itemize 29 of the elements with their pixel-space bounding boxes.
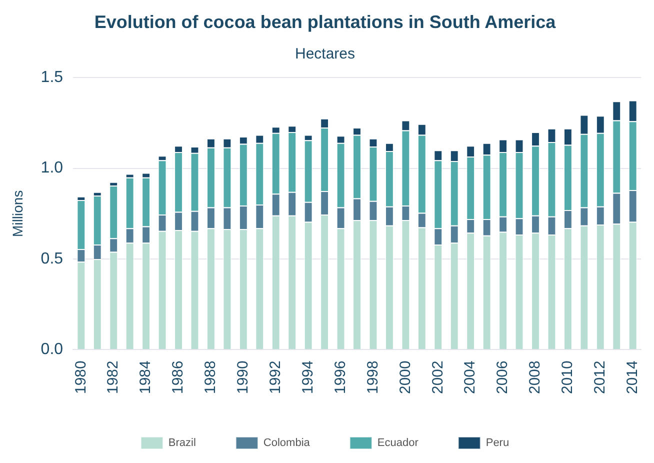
x-tick-label: 1986 <box>170 360 187 394</box>
chart-subtitle: Hectares <box>294 46 356 63</box>
chart-title: Evolution of cocoa bean plantations in South America <box>94 12 557 32</box>
x-tick-label: 2010 <box>559 360 576 394</box>
x-tick-label: 1990 <box>234 360 252 394</box>
x-tick-label: 2014 <box>624 360 641 394</box>
x-tick-label: 1982 <box>104 360 122 394</box>
x-tick-label: 1998 <box>364 360 382 394</box>
legend-label: Ecuador <box>377 437 419 450</box>
legend-label: Peru <box>486 437 510 450</box>
y-tick-label: 1.5 <box>40 69 64 86</box>
legend-label: Colombia <box>263 437 311 450</box>
x-tick-label: 2006 <box>494 360 512 394</box>
x-tick-label: 1988 <box>202 360 220 394</box>
y-axis-title: Millions <box>9 190 26 237</box>
x-tick-label: 1994 <box>299 360 316 394</box>
y-tick-label: 1.0 <box>40 160 64 177</box>
x-tick-label: 1984 <box>137 360 154 394</box>
x-tick-label: 2002 <box>429 360 446 394</box>
x-tick-label: 2008 <box>526 360 544 394</box>
x-tick-label: 1996 <box>332 360 349 394</box>
x-tick-label: 2004 <box>462 360 479 394</box>
legend-label: Brazil <box>168 437 196 450</box>
y-tick-label: 0.5 <box>40 250 64 268</box>
x-tick-label: 2012 <box>592 360 609 394</box>
x-tick-label: 1992 <box>267 360 284 394</box>
y-tick-label: 0.0 <box>40 341 64 358</box>
x-tick-label: 1980 <box>72 360 90 394</box>
x-tick-label: 2000 <box>396 360 414 394</box>
